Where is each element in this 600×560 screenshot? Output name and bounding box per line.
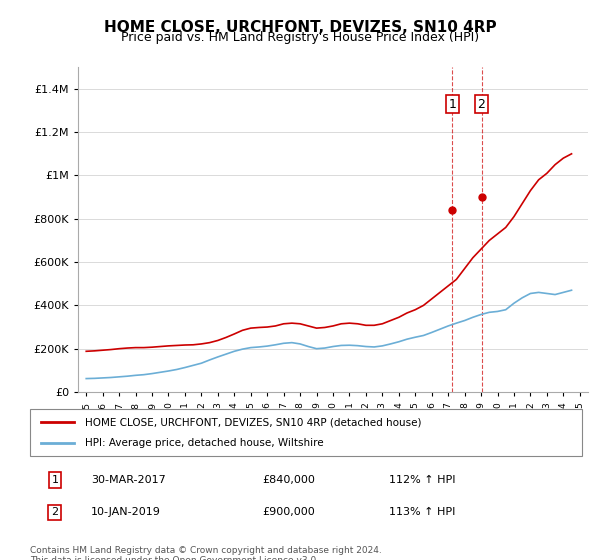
Text: HOME CLOSE, URCHFONT, DEVIZES, SN10 4RP: HOME CLOSE, URCHFONT, DEVIZES, SN10 4RP	[104, 20, 496, 35]
Text: 113% ↑ HPI: 113% ↑ HPI	[389, 507, 455, 517]
Text: 10-JAN-2019: 10-JAN-2019	[91, 507, 161, 517]
Text: 1: 1	[52, 475, 58, 485]
Text: 2: 2	[478, 98, 485, 111]
Text: 1: 1	[448, 98, 456, 111]
FancyBboxPatch shape	[30, 409, 582, 456]
Text: Price paid vs. HM Land Registry's House Price Index (HPI): Price paid vs. HM Land Registry's House …	[121, 31, 479, 44]
Text: 30-MAR-2017: 30-MAR-2017	[91, 475, 166, 485]
Text: 112% ↑ HPI: 112% ↑ HPI	[389, 475, 455, 485]
Text: £840,000: £840,000	[262, 475, 315, 485]
Text: Contains HM Land Registry data © Crown copyright and database right 2024.
This d: Contains HM Land Registry data © Crown c…	[30, 546, 382, 560]
Text: 2: 2	[51, 507, 58, 517]
Text: HOME CLOSE, URCHFONT, DEVIZES, SN10 4RP (detached house): HOME CLOSE, URCHFONT, DEVIZES, SN10 4RP …	[85, 417, 422, 427]
Text: £900,000: £900,000	[262, 507, 314, 517]
Text: HPI: Average price, detached house, Wiltshire: HPI: Average price, detached house, Wilt…	[85, 438, 324, 448]
